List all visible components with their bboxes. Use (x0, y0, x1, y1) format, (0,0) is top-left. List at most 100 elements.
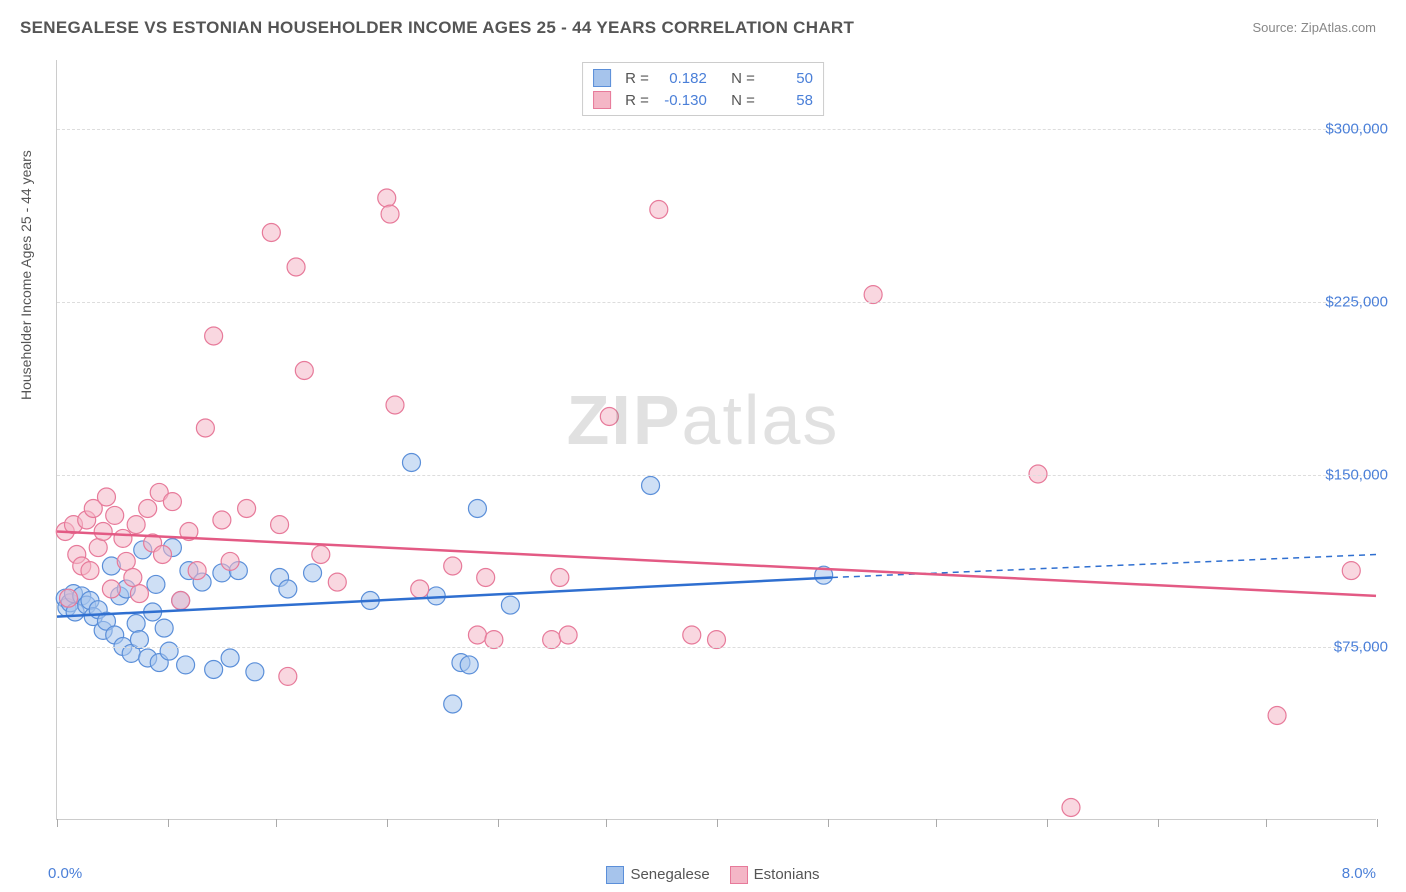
source-label: Source: ZipAtlas.com (1252, 20, 1376, 35)
chart-plot-area (56, 60, 1376, 820)
scatter-point (551, 569, 569, 587)
x-tick (936, 819, 937, 827)
scatter-point (683, 626, 701, 644)
scatter-point (172, 592, 190, 610)
scatter-point (163, 493, 181, 511)
x-tick (276, 819, 277, 827)
scatter-point (213, 511, 231, 529)
scatter-point (89, 539, 107, 557)
scatter-point (114, 529, 132, 547)
x-tick (1047, 819, 1048, 827)
gridline (57, 475, 1376, 476)
scatter-point (501, 596, 519, 614)
stats-label: N = (731, 70, 755, 87)
y-tick-label: $75,000 (1334, 639, 1388, 656)
scatter-point (221, 552, 239, 570)
scatter-point (485, 631, 503, 649)
legend-label: Senegalese (630, 866, 709, 883)
scatter-point (94, 523, 112, 541)
scatter-point (642, 477, 660, 495)
scatter-point (411, 580, 429, 598)
scatter-point (1342, 562, 1360, 580)
legend-swatch (593, 69, 611, 87)
scatter-point (600, 408, 618, 426)
scatter-point (238, 500, 256, 518)
scatter-point (381, 205, 399, 223)
scatter-point (295, 362, 313, 380)
stats-legend-row: R = 0.182 N = 50 (593, 67, 813, 89)
scatter-point (177, 656, 195, 674)
scatter-point (444, 557, 462, 575)
x-tick (168, 819, 169, 827)
stats-label: R = (625, 70, 649, 87)
scatter-point (102, 580, 120, 598)
scatter-point (160, 642, 178, 660)
scatter-point (127, 516, 145, 534)
x-tick (717, 819, 718, 827)
scatter-point (460, 656, 478, 674)
scatter-point (271, 516, 289, 534)
scatter-point (106, 506, 124, 524)
stats-label: R = (625, 92, 649, 109)
scatter-point (279, 667, 297, 685)
scatter-point (378, 189, 396, 207)
scatter-point (444, 695, 462, 713)
scatter-point (130, 631, 148, 649)
scatter-point (81, 562, 99, 580)
scatter-point (221, 649, 239, 667)
scatter-point (304, 564, 322, 582)
scatter-point (650, 201, 668, 219)
scatter-point (60, 589, 78, 607)
scatter-point (188, 562, 206, 580)
scatter-point (196, 419, 214, 437)
trend-line (57, 532, 1376, 596)
scatter-point (205, 327, 223, 345)
scatter-point (154, 546, 172, 564)
scatter-point (127, 615, 145, 633)
x-tick (606, 819, 607, 827)
scatter-point (124, 569, 142, 587)
scatter-point (708, 631, 726, 649)
scatter-point (205, 661, 223, 679)
scatter-point (328, 573, 346, 591)
scatter-point (97, 488, 115, 506)
scatter-point (468, 500, 486, 518)
legend-swatch (730, 866, 748, 884)
scatter-point (117, 552, 135, 570)
x-tick (387, 819, 388, 827)
gridline (57, 129, 1376, 130)
x-tick (1377, 819, 1378, 827)
scatter-point (246, 663, 264, 681)
scatter-point (477, 569, 495, 587)
scatter-point (559, 626, 577, 644)
stats-r-value: 0.182 (657, 70, 707, 87)
scatter-point (312, 546, 330, 564)
gridline (57, 647, 1376, 648)
legend-swatch (593, 91, 611, 109)
stats-legend-row: R = -0.130 N = 58 (593, 89, 813, 111)
stats-n-value: 50 (763, 70, 813, 87)
scatter-point (155, 619, 173, 637)
scatter-point (147, 575, 165, 593)
gridline (57, 302, 1376, 303)
x-tick (498, 819, 499, 827)
scatter-point (130, 585, 148, 603)
chart-title: SENEGALESE VS ESTONIAN HOUSEHOLDER INCOM… (20, 18, 854, 38)
stats-label: N = (731, 92, 755, 109)
scatter-point (543, 631, 561, 649)
scatter-point (468, 626, 486, 644)
y-tick-label: $150,000 (1325, 466, 1388, 483)
scatter-point (262, 224, 280, 242)
x-tick (828, 819, 829, 827)
stats-legend: R = 0.182 N = 50 R = -0.130 N = 58 (582, 62, 824, 116)
scatter-point (139, 500, 157, 518)
scatter-point (279, 580, 297, 598)
scatter-point (386, 396, 404, 414)
x-tick (1266, 819, 1267, 827)
x-tick (1158, 819, 1159, 827)
scatter-point (287, 258, 305, 276)
stats-n-value: 58 (763, 92, 813, 109)
stats-r-value: -0.130 (657, 92, 707, 109)
y-tick-label: $300,000 (1325, 121, 1388, 138)
scatter-point (1062, 799, 1080, 817)
